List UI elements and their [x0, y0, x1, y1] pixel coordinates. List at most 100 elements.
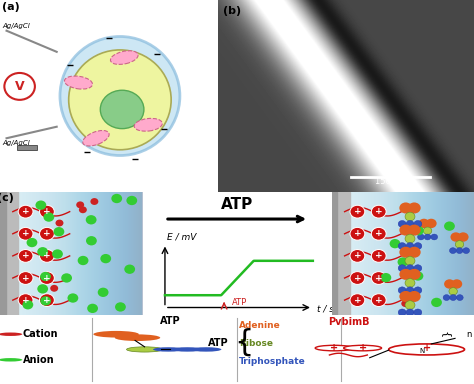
Circle shape — [431, 234, 438, 240]
Circle shape — [419, 219, 429, 228]
Circle shape — [86, 236, 97, 245]
Circle shape — [350, 250, 365, 262]
Circle shape — [443, 295, 450, 301]
Text: +: + — [43, 252, 51, 260]
Circle shape — [418, 234, 424, 240]
Text: Adenine: Adenine — [239, 321, 281, 331]
Circle shape — [127, 196, 137, 205]
Circle shape — [408, 202, 421, 214]
Circle shape — [44, 212, 54, 222]
Circle shape — [431, 298, 442, 307]
Text: Cation: Cation — [23, 329, 58, 339]
Bar — [18, 145, 37, 150]
Circle shape — [381, 273, 391, 282]
Circle shape — [50, 285, 58, 292]
Text: +: + — [354, 273, 361, 283]
Circle shape — [52, 249, 63, 259]
Circle shape — [124, 265, 135, 274]
Ellipse shape — [60, 36, 180, 156]
Circle shape — [37, 284, 48, 293]
Text: ATP: ATP — [208, 338, 229, 348]
Text: +: + — [354, 296, 361, 305]
Bar — [332, 192, 350, 315]
Circle shape — [61, 273, 72, 283]
Circle shape — [398, 309, 406, 316]
Circle shape — [18, 205, 33, 218]
Ellipse shape — [134, 118, 162, 131]
Text: +: + — [375, 273, 383, 283]
Circle shape — [456, 295, 463, 301]
Circle shape — [398, 220, 406, 227]
Text: Anion: Anion — [23, 355, 55, 365]
Circle shape — [456, 241, 464, 248]
Text: E / mV: E / mV — [167, 233, 196, 242]
Text: PvbimB: PvbimB — [328, 317, 369, 327]
Circle shape — [350, 271, 365, 285]
Circle shape — [78, 256, 89, 265]
Circle shape — [18, 227, 33, 240]
Text: (b): (b) — [223, 6, 241, 16]
Text: +: + — [22, 252, 29, 260]
Circle shape — [153, 347, 183, 352]
Circle shape — [458, 232, 469, 242]
Circle shape — [27, 238, 37, 247]
Circle shape — [406, 309, 414, 316]
Circle shape — [413, 226, 424, 235]
Text: +: + — [22, 273, 29, 283]
Circle shape — [399, 225, 412, 236]
Text: +: + — [43, 207, 51, 216]
Text: +: + — [354, 207, 361, 216]
Circle shape — [408, 291, 421, 302]
Circle shape — [4, 73, 35, 100]
Text: +: + — [358, 343, 367, 353]
Text: ATP: ATP — [232, 298, 247, 307]
Text: +: + — [375, 207, 383, 216]
Text: +: + — [43, 296, 51, 305]
Circle shape — [36, 200, 46, 210]
Circle shape — [344, 345, 382, 351]
Circle shape — [408, 269, 421, 280]
Bar — [332, 192, 337, 315]
Circle shape — [398, 287, 406, 294]
Text: ATP: ATP — [221, 197, 253, 212]
Circle shape — [423, 227, 432, 234]
Circle shape — [412, 271, 423, 281]
Text: +: + — [22, 229, 29, 238]
Text: {: { — [440, 331, 451, 338]
Circle shape — [191, 347, 221, 352]
Circle shape — [449, 288, 457, 295]
Circle shape — [91, 198, 99, 205]
Ellipse shape — [100, 90, 144, 129]
Text: Ag/AgCl: Ag/AgCl — [2, 23, 30, 29]
Circle shape — [426, 219, 437, 228]
Ellipse shape — [69, 50, 171, 150]
Circle shape — [424, 234, 431, 240]
Circle shape — [414, 287, 422, 294]
Circle shape — [456, 248, 463, 253]
Text: +: + — [22, 207, 29, 216]
Circle shape — [18, 294, 33, 306]
Circle shape — [408, 225, 421, 236]
Circle shape — [39, 294, 55, 306]
Text: (c): (c) — [0, 193, 14, 203]
Circle shape — [315, 345, 353, 351]
Circle shape — [0, 333, 22, 336]
Circle shape — [390, 239, 401, 248]
Circle shape — [111, 194, 122, 203]
Circle shape — [371, 227, 386, 240]
Circle shape — [414, 220, 422, 227]
Circle shape — [371, 271, 386, 285]
Circle shape — [405, 279, 415, 287]
Circle shape — [18, 250, 33, 262]
Circle shape — [406, 265, 414, 271]
Circle shape — [399, 291, 412, 302]
Circle shape — [371, 250, 386, 262]
Circle shape — [115, 302, 126, 311]
Circle shape — [401, 300, 409, 307]
Circle shape — [406, 220, 414, 227]
Bar — [0, 192, 18, 315]
Circle shape — [98, 288, 109, 297]
Circle shape — [40, 296, 51, 306]
Text: +: + — [375, 296, 383, 305]
Text: Ribose: Ribose — [239, 339, 273, 348]
